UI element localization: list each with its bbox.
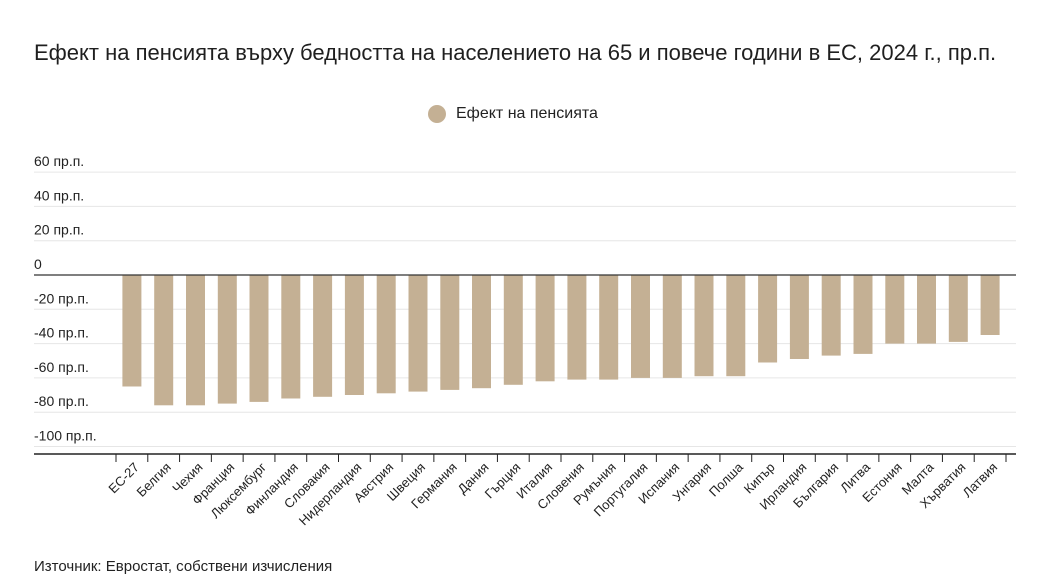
bar <box>535 275 555 382</box>
bar <box>313 275 333 397</box>
y-tick-label: 60 пр.п. <box>34 153 84 169</box>
legend-swatch <box>428 105 446 123</box>
y-tick-label: -60 пр.п. <box>34 359 89 375</box>
bar <box>567 275 587 380</box>
bar <box>948 275 968 342</box>
legend-label: Ефект на пенсията <box>456 105 598 122</box>
bar <box>726 275 746 377</box>
bar <box>281 275 301 399</box>
bar <box>758 275 778 363</box>
y-tick-label: -40 пр.п. <box>34 325 89 341</box>
bar <box>789 275 809 359</box>
y-tick-label: 20 пр.п. <box>34 222 84 238</box>
bar <box>662 275 682 378</box>
y-tick-label: -80 пр.п. <box>34 393 89 409</box>
bar <box>599 275 619 380</box>
bar <box>980 275 1000 335</box>
legend: Ефект на пенсията <box>428 103 598 125</box>
x-tick-label: Латвия <box>959 460 1000 501</box>
chart-title: Ефект на пенсията върху бедността на нас… <box>34 40 997 65</box>
y-tick-label: 0 <box>34 256 42 272</box>
bar <box>122 275 142 387</box>
source-note: Източник: Евростат, собствени изчисления <box>34 558 333 575</box>
x-tick-label: Полша <box>706 459 747 500</box>
bar <box>503 275 523 385</box>
bar <box>440 275 460 390</box>
bar <box>249 275 269 402</box>
bar-chart: 60 пр.п. 40 пр.п. 20 пр.п. 0 -20 пр.п. -40 пр… <box>34 153 1016 528</box>
bar <box>885 275 905 344</box>
y-tick-label: -100 пр.п. <box>34 428 97 444</box>
bar <box>694 275 714 377</box>
bar <box>376 275 396 394</box>
bar <box>917 275 936 344</box>
bar <box>217 275 237 404</box>
bar <box>472 275 491 389</box>
x-tick-label: Белгия <box>134 460 174 500</box>
bar <box>408 275 428 392</box>
bar <box>186 275 205 406</box>
y-tick-label: -20 пр.п. <box>34 290 89 306</box>
bar <box>344 275 364 395</box>
bar <box>821 275 841 356</box>
bar <box>631 275 650 378</box>
bar <box>154 275 174 406</box>
bar <box>853 275 873 354</box>
y-tick-label: 40 пр.п. <box>34 187 84 203</box>
